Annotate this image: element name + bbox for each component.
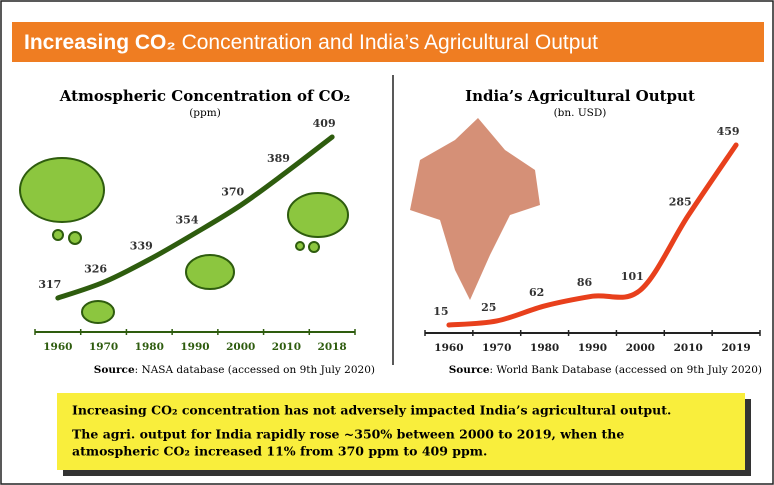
data-label: 25	[481, 301, 496, 314]
banner-title: Increasing CO₂ Concentration and India’s…	[24, 31, 598, 54]
x-tick-label: 2010	[674, 342, 703, 354]
x-tick-label: 1960	[434, 342, 463, 354]
chart-subtitle: (bn. USD)	[554, 107, 607, 119]
co2-clouds	[19, 157, 349, 324]
banner	[12, 22, 764, 62]
source-label: Source	[94, 364, 135, 376]
data-label: 389	[267, 152, 290, 165]
data-label: 86	[577, 276, 593, 289]
data-label: 370	[221, 185, 244, 198]
callout-line: The agri. output for India rapidly rose …	[72, 427, 624, 442]
x-tick-label: 2010	[272, 341, 301, 353]
source-label: Source	[449, 364, 490, 376]
source-left: Source: NASA database (accessed on 9th J…	[94, 364, 375, 376]
banner-title-rest: Concentration and India’s Agricultural O…	[182, 31, 599, 54]
x-tick-label: 2000	[626, 342, 655, 354]
x-tick-label: 2018	[318, 341, 347, 353]
data-line	[446, 142, 739, 328]
data-label: 409	[313, 117, 336, 130]
callout-box	[57, 393, 745, 470]
chart-subtitle: (ppm)	[189, 107, 221, 119]
data-label: 459	[717, 125, 740, 138]
data-label: 339	[130, 240, 153, 253]
x-tick-label: 2000	[226, 341, 255, 353]
data-line	[55, 134, 335, 301]
x-tick-label: 1990	[578, 342, 607, 354]
banner-title-bold: Increasing CO₂	[24, 31, 176, 54]
chart-title: India’s Agricultural Output	[465, 87, 695, 105]
source-right: Source: World Bank Database (accessed on…	[449, 364, 762, 376]
data-label: 326	[84, 262, 107, 275]
x-tick-label: 1960	[43, 341, 72, 353]
source-text: : World Bank Database (accessed on 9th J…	[490, 364, 762, 376]
chart-title: Atmospheric Concentration of CO₂	[59, 87, 351, 105]
x-tick-label: 1980	[530, 342, 559, 354]
x-tick-label: 1970	[482, 342, 511, 354]
x-tick-label: 1970	[89, 341, 118, 353]
data-label: 15	[433, 305, 448, 318]
x-tick-label: 2019	[721, 342, 750, 354]
x-tick-label: 1980	[135, 341, 164, 353]
x-tick-label: 1990	[180, 341, 209, 353]
callout-line: Increasing CO₂ concentration has not adv…	[72, 403, 671, 418]
data-label: 285	[669, 196, 692, 209]
data-label: 62	[529, 286, 544, 299]
data-label: 354	[176, 213, 199, 226]
data-label: 101	[621, 270, 644, 283]
callout-line: atmospheric CO₂ increased 11% from 370 p…	[72, 444, 487, 459]
source-text: : NASA database (accessed on 9th July 20…	[135, 364, 375, 376]
india-map	[410, 118, 540, 300]
data-label: 317	[38, 278, 61, 291]
